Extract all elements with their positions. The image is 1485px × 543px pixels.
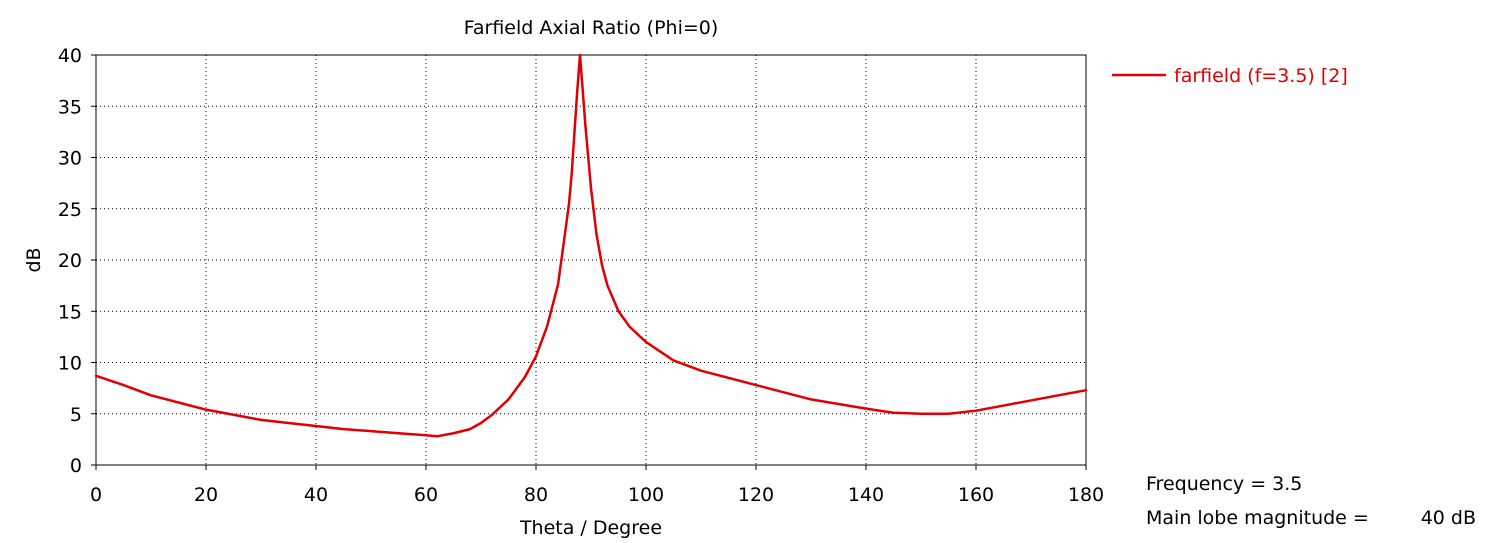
- x-tick-label: 120: [738, 484, 774, 506]
- y-tick-label: 10: [58, 353, 82, 375]
- x-axis-label: Theta / Degree: [519, 517, 662, 539]
- y-tick-label: 15: [58, 301, 82, 323]
- y-tick-label: 35: [58, 96, 82, 118]
- x-tick-label: 80: [524, 484, 548, 506]
- x-tick-label: 0: [90, 484, 102, 506]
- y-tick-label: 0: [70, 455, 82, 477]
- y-tick-label: 5: [70, 404, 82, 426]
- x-tick-label: 100: [628, 484, 664, 506]
- x-tick-label: 160: [958, 484, 994, 506]
- y-tick-label: 40: [58, 45, 82, 67]
- frequency-annotation: Frequency = 3.5: [1146, 473, 1302, 495]
- grid: [96, 55, 1086, 465]
- x-tick-label: 140: [848, 484, 884, 506]
- chart-title: Farfield Axial Ratio (Phi=0): [464, 17, 719, 39]
- y-tick-label: 20: [58, 250, 82, 272]
- x-tick-label: 20: [194, 484, 218, 506]
- x-tick-label: 60: [414, 484, 438, 506]
- legend: farfield (f=3.5) [2]: [1112, 65, 1348, 87]
- y-axis-label: dB: [23, 247, 45, 272]
- legend-entry-label: farfield (f=3.5) [2]: [1174, 65, 1348, 87]
- axis-ticks: 0 20 40 60 80 100 120 140 160 180 0 5 10 15 20 25 30 35 40: [58, 45, 1104, 506]
- x-tick-label: 180: [1068, 484, 1104, 506]
- main-lobe-value: 40 dB: [1421, 507, 1476, 529]
- series-line-0: [94, 53, 1088, 438]
- main-lobe-label: Main lobe magnitude =: [1146, 507, 1369, 529]
- series-layer: [94, 53, 1088, 438]
- x-tick-label: 40: [304, 484, 328, 506]
- y-tick-label: 25: [58, 199, 82, 221]
- y-tick-label: 30: [58, 148, 82, 170]
- plot-frame: [95, 54, 1087, 466]
